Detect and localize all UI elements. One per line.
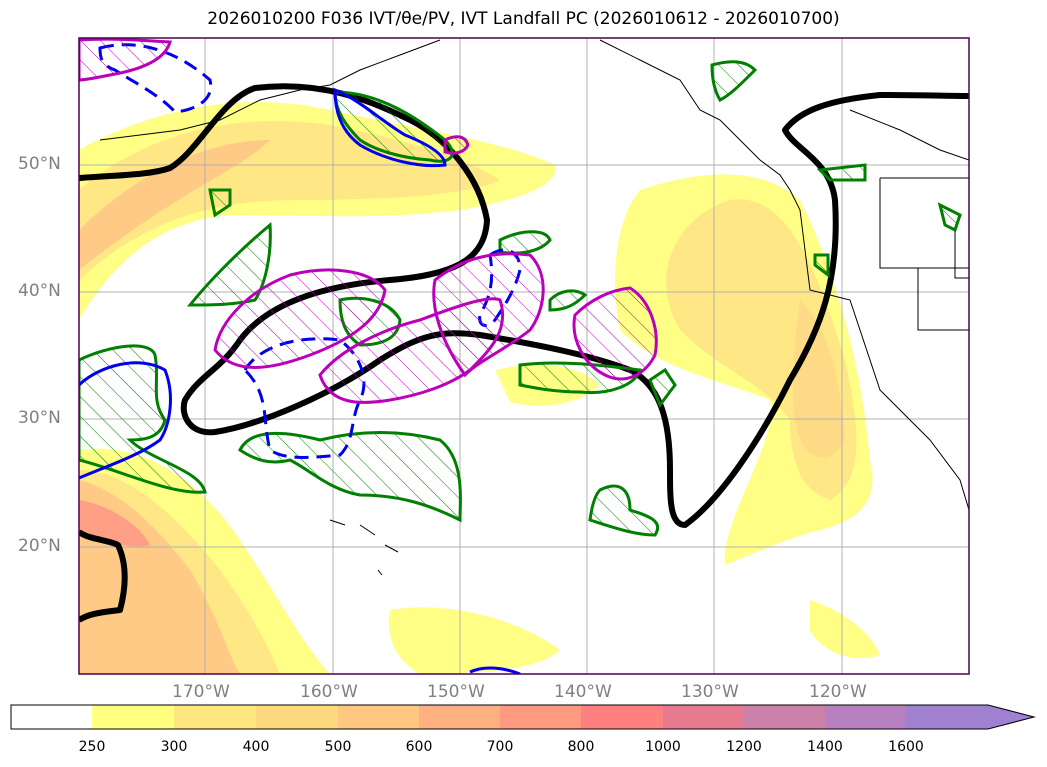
map-title: 2026010200 F036 IVT/θe/PV, IVT Landfall … xyxy=(207,9,840,29)
colorbar-tick-label: 1600 xyxy=(888,739,924,755)
colorbar-tick-label: 500 xyxy=(324,739,352,755)
colorbar-segment xyxy=(92,705,174,729)
colorbar-segment xyxy=(500,705,581,729)
lon-label-140w: 140°W xyxy=(554,682,612,702)
lat-label-20n: 20°N xyxy=(18,536,61,556)
colorbar-tick-label: 250 xyxy=(78,739,106,755)
colorbar-tick-label: 300 xyxy=(160,739,188,755)
colorbar-tick-label: 400 xyxy=(242,739,270,755)
colorbar xyxy=(10,704,1036,730)
colorbar-segment xyxy=(744,705,825,729)
colorbar-extend-arrow xyxy=(906,705,1034,729)
colorbar-segment xyxy=(11,705,92,729)
pv-magenta-contours xyxy=(79,38,658,404)
colorbar-outline xyxy=(10,704,1036,730)
colorbar-tick-label: 800 xyxy=(567,739,595,755)
colorbar-tick-label: 700 xyxy=(486,739,514,755)
colorbar-tick-label: 1400 xyxy=(807,739,843,755)
lon-label-130w: 130°W xyxy=(681,682,739,702)
colorbar-tick-label: 1200 xyxy=(726,739,762,755)
colorbar-segment xyxy=(663,705,744,729)
colorbar-segment xyxy=(174,705,256,729)
colorbar-segment xyxy=(338,705,419,729)
colorbar-tick-label: 1000 xyxy=(645,739,681,755)
lat-label-30n: 30°N xyxy=(18,408,61,428)
coastlines xyxy=(99,39,969,576)
colorbar-tick-label: 600 xyxy=(405,739,433,755)
lon-label-120w: 120°W xyxy=(809,682,867,702)
lon-label-160w: 160°W xyxy=(300,682,358,702)
map-frame xyxy=(78,37,970,675)
lon-label-170w: 170°W xyxy=(172,682,230,702)
lon-label-150w: 150°W xyxy=(427,682,485,702)
colorbar-segment xyxy=(581,705,663,729)
colorbar-segment xyxy=(419,705,500,729)
lat-label-40n: 40°N xyxy=(18,281,61,301)
map-plot-area xyxy=(79,38,969,674)
colorbar-segment xyxy=(256,705,338,729)
lat-label-50n: 50°N xyxy=(18,154,61,174)
colorbar-segment xyxy=(825,705,906,729)
